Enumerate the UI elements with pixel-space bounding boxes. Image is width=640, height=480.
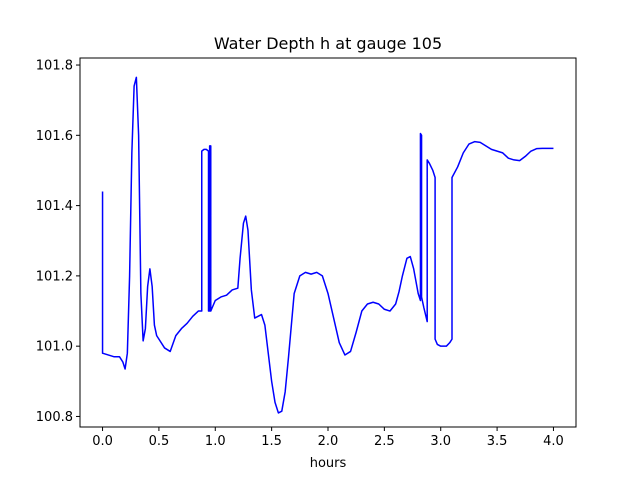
y-tick-label: 101.6 <box>36 129 73 144</box>
x-tick-label: 1.0 <box>205 434 226 449</box>
plot-area: 0.0 0.5 1.0 1.5 2.0 2.5 3.0 3.5 4.0 100.8 101.0 101… <box>36 57 577 449</box>
y-tick-label: 101.0 <box>36 340 73 355</box>
chart-title: Water Depth h at gauge 105 <box>214 34 442 53</box>
x-tick-label: 3.0 <box>430 434 451 449</box>
series-line-1 <box>101 76 554 414</box>
x-tick-label: 3.5 <box>487 434 508 449</box>
x-tick-label: 0.5 <box>149 434 170 449</box>
x-tick-label: 1.5 <box>261 434 282 449</box>
x-axis-label: hours <box>310 456 347 471</box>
y-tick-label: 101.2 <box>36 269 73 284</box>
x-tick-label: 4.0 <box>543 434 564 449</box>
x-tick-label: 2.5 <box>374 434 395 449</box>
x-tick-label: 0.0 <box>92 434 113 449</box>
x-tick-label: 2.0 <box>318 434 339 449</box>
y-tick-label: 101.8 <box>36 59 73 74</box>
y-tick-label: 100.8 <box>36 410 73 425</box>
y-tick-label: 101.4 <box>36 199 73 214</box>
